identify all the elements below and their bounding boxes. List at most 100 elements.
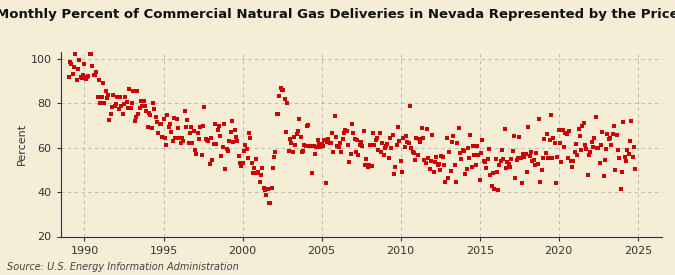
- Point: [387, 133, 398, 138]
- Point: [404, 104, 415, 108]
- Point: [111, 102, 122, 106]
- Point: [230, 128, 240, 133]
- Point: [539, 137, 549, 141]
- Point: [605, 136, 616, 141]
- Point: [403, 141, 414, 146]
- Point: [507, 149, 518, 153]
- Point: [461, 167, 472, 172]
- Point: [202, 138, 213, 143]
- Point: [319, 138, 329, 142]
- Point: [624, 139, 635, 144]
- Point: [329, 114, 340, 119]
- Point: [545, 112, 556, 117]
- Point: [422, 127, 433, 131]
- Point: [184, 131, 195, 135]
- Point: [515, 156, 526, 160]
- Point: [278, 87, 289, 92]
- Point: [248, 171, 259, 175]
- Point: [296, 150, 307, 154]
- Point: [437, 155, 448, 159]
- Point: [205, 136, 216, 141]
- Point: [71, 78, 82, 82]
- Point: [597, 130, 608, 134]
- Point: [138, 99, 149, 103]
- Point: [591, 146, 602, 150]
- Point: [584, 152, 595, 157]
- Point: [97, 95, 107, 99]
- Point: [237, 161, 248, 166]
- Point: [348, 131, 358, 135]
- Point: [294, 117, 304, 121]
- Point: [418, 136, 429, 140]
- Point: [228, 139, 239, 144]
- Point: [498, 157, 509, 161]
- Point: [267, 166, 278, 170]
- Point: [78, 73, 88, 77]
- Point: [606, 143, 617, 147]
- Point: [288, 135, 299, 139]
- Point: [619, 155, 630, 160]
- Point: [299, 143, 310, 147]
- Point: [137, 104, 148, 108]
- Point: [423, 156, 434, 160]
- Point: [428, 170, 439, 175]
- Point: [427, 133, 437, 137]
- Point: [177, 136, 188, 141]
- Point: [342, 129, 352, 134]
- Point: [324, 141, 335, 145]
- Point: [134, 106, 145, 110]
- Point: [292, 128, 303, 133]
- Point: [133, 112, 144, 116]
- Point: [386, 145, 397, 150]
- Point: [153, 131, 163, 135]
- Point: [310, 152, 321, 156]
- Point: [616, 170, 627, 174]
- Point: [578, 121, 589, 125]
- Point: [535, 179, 545, 184]
- Point: [68, 72, 78, 77]
- Point: [435, 168, 446, 172]
- Point: [464, 156, 475, 160]
- Point: [92, 95, 103, 99]
- Point: [589, 136, 599, 141]
- Point: [548, 136, 559, 141]
- Point: [398, 136, 408, 140]
- Point: [510, 176, 520, 181]
- Point: [353, 153, 364, 157]
- Point: [628, 145, 639, 150]
- Point: [320, 181, 331, 185]
- Point: [574, 133, 585, 138]
- Point: [374, 131, 385, 135]
- Point: [205, 162, 215, 166]
- Point: [527, 159, 538, 163]
- Point: [368, 131, 379, 135]
- Point: [244, 131, 254, 135]
- Point: [566, 165, 577, 170]
- Point: [551, 181, 562, 185]
- Point: [246, 161, 257, 165]
- Point: [627, 154, 638, 159]
- Point: [223, 148, 234, 153]
- Point: [581, 147, 592, 151]
- Point: [191, 152, 202, 156]
- Point: [502, 160, 513, 164]
- Point: [86, 52, 97, 57]
- Point: [200, 136, 211, 141]
- Point: [162, 113, 173, 118]
- Point: [281, 130, 292, 135]
- Point: [537, 156, 548, 160]
- Point: [282, 101, 293, 105]
- Point: [70, 52, 80, 57]
- Point: [425, 159, 436, 163]
- Point: [128, 89, 138, 93]
- Point: [199, 105, 210, 109]
- Point: [568, 159, 578, 164]
- Point: [123, 106, 134, 111]
- Point: [344, 160, 354, 164]
- Point: [587, 140, 597, 145]
- Point: [198, 124, 209, 128]
- Point: [400, 134, 411, 138]
- Point: [466, 165, 477, 169]
- Point: [569, 150, 580, 155]
- Point: [533, 117, 544, 121]
